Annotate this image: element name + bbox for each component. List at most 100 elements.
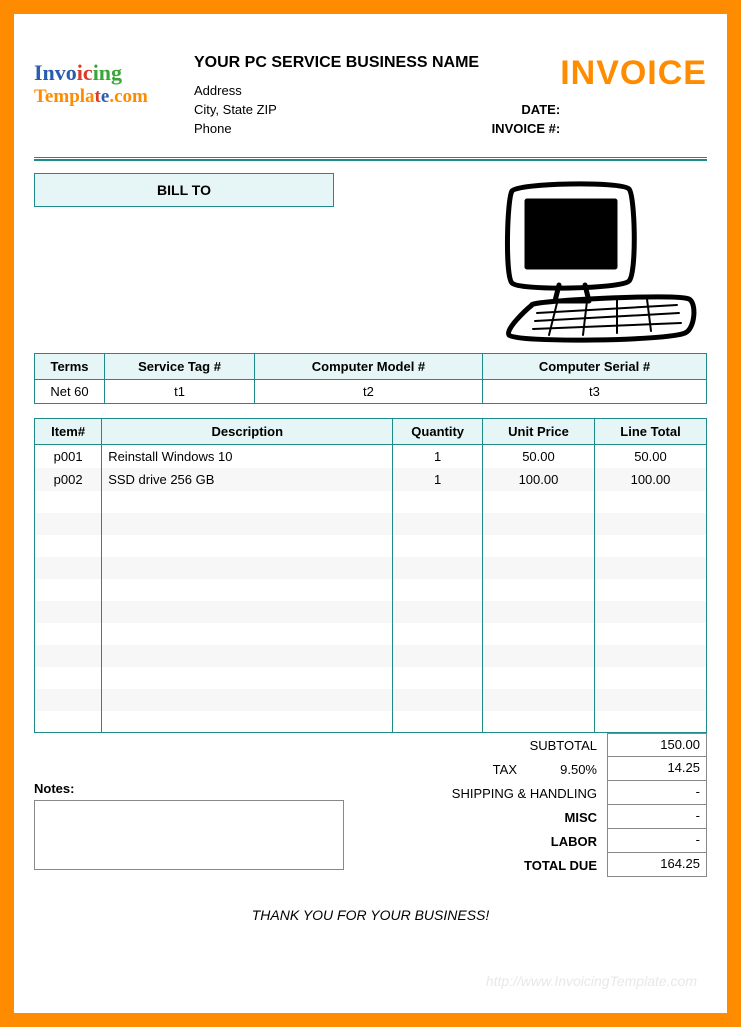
cell (102, 557, 393, 579)
cell (393, 689, 483, 711)
table-row: p001Reinstall Windows 10150.0050.00 (35, 444, 707, 468)
logo-text: ic (77, 60, 93, 85)
cell (594, 711, 706, 733)
address-line: Address (194, 82, 560, 101)
col-unit-price: Unit Price (482, 418, 594, 444)
cell: Reinstall Windows 10 (102, 444, 393, 468)
billto-header: BILL TO (34, 173, 334, 207)
cell: 50.00 (594, 444, 706, 468)
terms-value: Net 60 (35, 379, 105, 403)
cell (102, 491, 393, 513)
notes-column: Notes: (34, 733, 367, 877)
cell (393, 711, 483, 733)
cell (594, 513, 706, 535)
cell: p002 (35, 468, 102, 491)
logo: Invoicing Template.com (34, 54, 184, 108)
totals-row: SHIPPING & HANDLING- (367, 781, 707, 805)
cell (482, 711, 594, 733)
cell: p001 (35, 444, 102, 468)
table-row: p002SSD drive 256 GB1100.00100.00 (35, 468, 707, 491)
cell (482, 645, 594, 667)
col-description: Description (102, 418, 393, 444)
cell (482, 601, 594, 623)
cell (482, 689, 594, 711)
invoice-num-label: INVOICE #: (450, 120, 560, 139)
totals-section: Notes: SUBTOTAL150.00TAX9.50%14.25SHIPPI… (34, 733, 707, 877)
cell (393, 557, 483, 579)
totals-row: MISC- (367, 805, 707, 829)
watermark: http://www.InvoicingTemplate.com (486, 973, 697, 989)
cell (102, 623, 393, 645)
header-info: YOUR PC SERVICE BUSINESS NAME Address Ci… (184, 54, 560, 139)
cell (594, 645, 706, 667)
city-state-zip: City, State ZIP (194, 101, 450, 120)
totals-row: SUBTOTAL150.00 (367, 733, 707, 757)
table-row (35, 513, 707, 535)
logo-text: .com (109, 86, 148, 107)
table-row (35, 689, 707, 711)
cell (482, 513, 594, 535)
cell (102, 689, 393, 711)
cell (393, 667, 483, 689)
totals-row: TOTAL DUE164.25 (367, 853, 707, 877)
col-service-tag: Service Tag # (105, 353, 255, 379)
cell: 50.00 (482, 444, 594, 468)
table-row (35, 579, 707, 601)
cell (102, 579, 393, 601)
cell (594, 579, 706, 601)
cell (102, 601, 393, 623)
cell (102, 645, 393, 667)
cell (35, 623, 102, 645)
cell (102, 535, 393, 557)
cell (393, 601, 483, 623)
totals-row: TAX9.50%14.25 (367, 757, 707, 781)
totals-row: LABOR- (367, 829, 707, 853)
business-name: YOUR PC SERVICE BUSINESS NAME (194, 54, 560, 72)
cell: 100.00 (482, 468, 594, 491)
col-model: Computer Model # (255, 353, 483, 379)
date-label: DATE: (450, 101, 560, 120)
cell (482, 557, 594, 579)
cell (594, 491, 706, 513)
cell (102, 667, 393, 689)
cell: SSD drive 256 GB (102, 468, 393, 491)
logo-text: Templa (34, 86, 95, 107)
cell (594, 623, 706, 645)
phone-line: Phone (194, 120, 450, 139)
logo-text: Invo (34, 60, 77, 85)
computer-icon (467, 173, 707, 353)
col-item: Item# (35, 418, 102, 444)
cell (594, 689, 706, 711)
cell (393, 535, 483, 557)
model-value: t2 (255, 379, 483, 403)
cell (482, 491, 594, 513)
table-row (35, 711, 707, 733)
cell (35, 557, 102, 579)
items-body: p001Reinstall Windows 10150.0050.00p002S… (35, 444, 707, 733)
cell (35, 667, 102, 689)
cell (594, 667, 706, 689)
col-line-total: Line Total (594, 418, 706, 444)
col-serial: Computer Serial # (482, 353, 706, 379)
cell (393, 513, 483, 535)
cell (482, 667, 594, 689)
cell (393, 645, 483, 667)
cell (393, 623, 483, 645)
cell: 1 (393, 468, 483, 491)
items-table: Item# Description Quantity Unit Price Li… (34, 418, 707, 734)
cell (35, 711, 102, 733)
table-row (35, 557, 707, 579)
meta-table: Terms Service Tag # Computer Model # Com… (34, 353, 707, 404)
thank-you-message: THANK YOU FOR YOUR BUSINESS! (34, 907, 707, 923)
cell (393, 579, 483, 601)
cell (594, 601, 706, 623)
cell: 100.00 (594, 468, 706, 491)
invoice-title: INVOICE (560, 54, 707, 93)
table-row (35, 535, 707, 557)
cell (482, 535, 594, 557)
cell (35, 535, 102, 557)
cell (102, 513, 393, 535)
cell: 1 (393, 444, 483, 468)
cell (35, 491, 102, 513)
col-quantity: Quantity (393, 418, 483, 444)
